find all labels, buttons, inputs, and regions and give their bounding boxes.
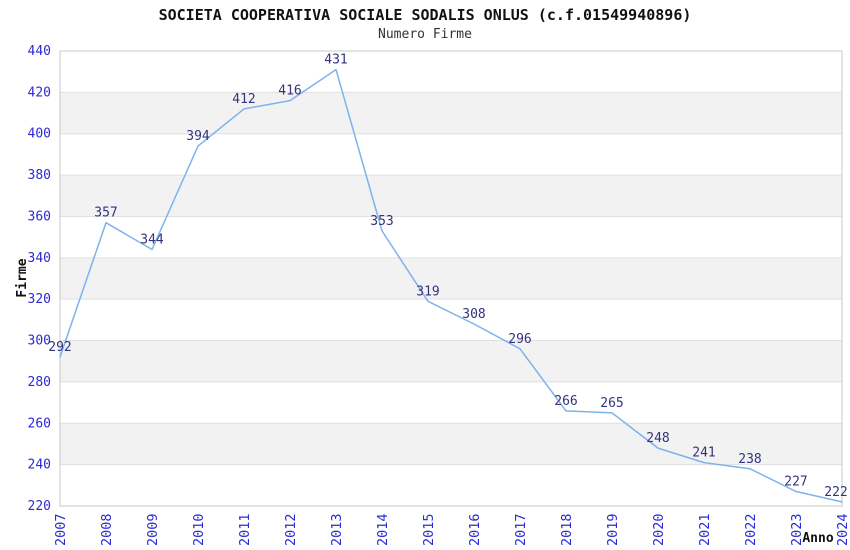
y-tick-label: 420: [28, 85, 51, 100]
data-point-label: 416: [278, 84, 301, 99]
y-tick-label: 280: [28, 375, 51, 390]
x-tick-label: 2021: [697, 513, 713, 546]
y-tick-label: 380: [28, 168, 51, 183]
data-point-label: 238: [738, 452, 761, 467]
x-tick-label: 2017: [513, 513, 529, 546]
plot-band: [60, 381, 842, 424]
y-tick-label: 320: [28, 292, 51, 307]
x-tick-label: 2019: [605, 513, 621, 546]
plot-band: [60, 340, 842, 382]
x-tick-label: 2010: [191, 513, 207, 546]
series-line: [59, 68, 843, 503]
plot-area: 220 240 260 280 300 320 340 360 380 400 420 440 2007…: [28, 44, 850, 546]
y-axis-title: Firme: [15, 258, 30, 297]
x-tick-label: 2012: [283, 513, 299, 546]
y-tick-label: 440: [28, 44, 51, 59]
chart-title: SOCIETA COOPERATIVA SOCIALE SODALIS ONLU…: [158, 6, 692, 24]
plot-band: [60, 175, 842, 217]
y-tick-label: 220: [28, 499, 51, 514]
y-tick-label: 340: [28, 251, 51, 266]
plot-band: [60, 216, 842, 258]
plot-band: [60, 257, 842, 300]
x-tick-label: 2014: [375, 513, 391, 546]
x-tick-label: 2007: [53, 513, 69, 546]
x-tick-label: 2013: [329, 513, 345, 546]
data-point-label: 394: [186, 129, 210, 144]
x-tick-label: 2008: [99, 513, 115, 546]
data-point-label: 266: [554, 394, 577, 409]
x-axis-title: Anno: [802, 531, 833, 546]
x-tick-label: 2023: [789, 513, 805, 546]
x-tick-label: 2015: [421, 513, 437, 546]
y-tick-label: 400: [28, 127, 51, 142]
data-point-label: 353: [370, 214, 393, 229]
y-tick-label: 240: [28, 458, 51, 473]
y-tick-label: 360: [28, 209, 51, 224]
chart-subtitle: Numero Firme: [378, 27, 472, 42]
data-point-label: 412: [232, 92, 255, 107]
x-tick-label: 2020: [651, 513, 667, 546]
plot-border: [59, 50, 843, 507]
y-tick-label: 260: [28, 416, 51, 431]
x-tick-label: 2011: [237, 513, 253, 546]
data-point-label: 319: [416, 284, 439, 299]
plot-band: [60, 133, 842, 176]
x-tick-label: 2016: [467, 513, 483, 546]
plot-band: [60, 299, 842, 341]
data-point-label: 227: [784, 475, 807, 490]
x-tick-label: 2018: [559, 513, 575, 546]
plot-band: [60, 51, 842, 93]
plot-band: [60, 92, 842, 134]
plot-band: [60, 423, 842, 465]
plot-band: [60, 464, 842, 506]
data-point-label: 241: [692, 446, 715, 461]
y-tick-label: 300: [28, 334, 51, 349]
x-tick-label: 2022: [743, 513, 759, 546]
data-point-label: 431: [324, 53, 347, 68]
x-tick-label: 2024: [835, 513, 850, 546]
data-point-label: 296: [508, 332, 531, 347]
data-point-label: 248: [646, 431, 669, 446]
data-point-label: 344: [140, 233, 164, 248]
data-point-label: 308: [462, 307, 485, 322]
data-point-label: 265: [600, 396, 623, 411]
data-point-label: 292: [48, 340, 71, 355]
data-point-label: 357: [94, 206, 117, 221]
x-tick-label: 2009: [145, 513, 161, 546]
data-point-label: 222: [824, 485, 847, 500]
